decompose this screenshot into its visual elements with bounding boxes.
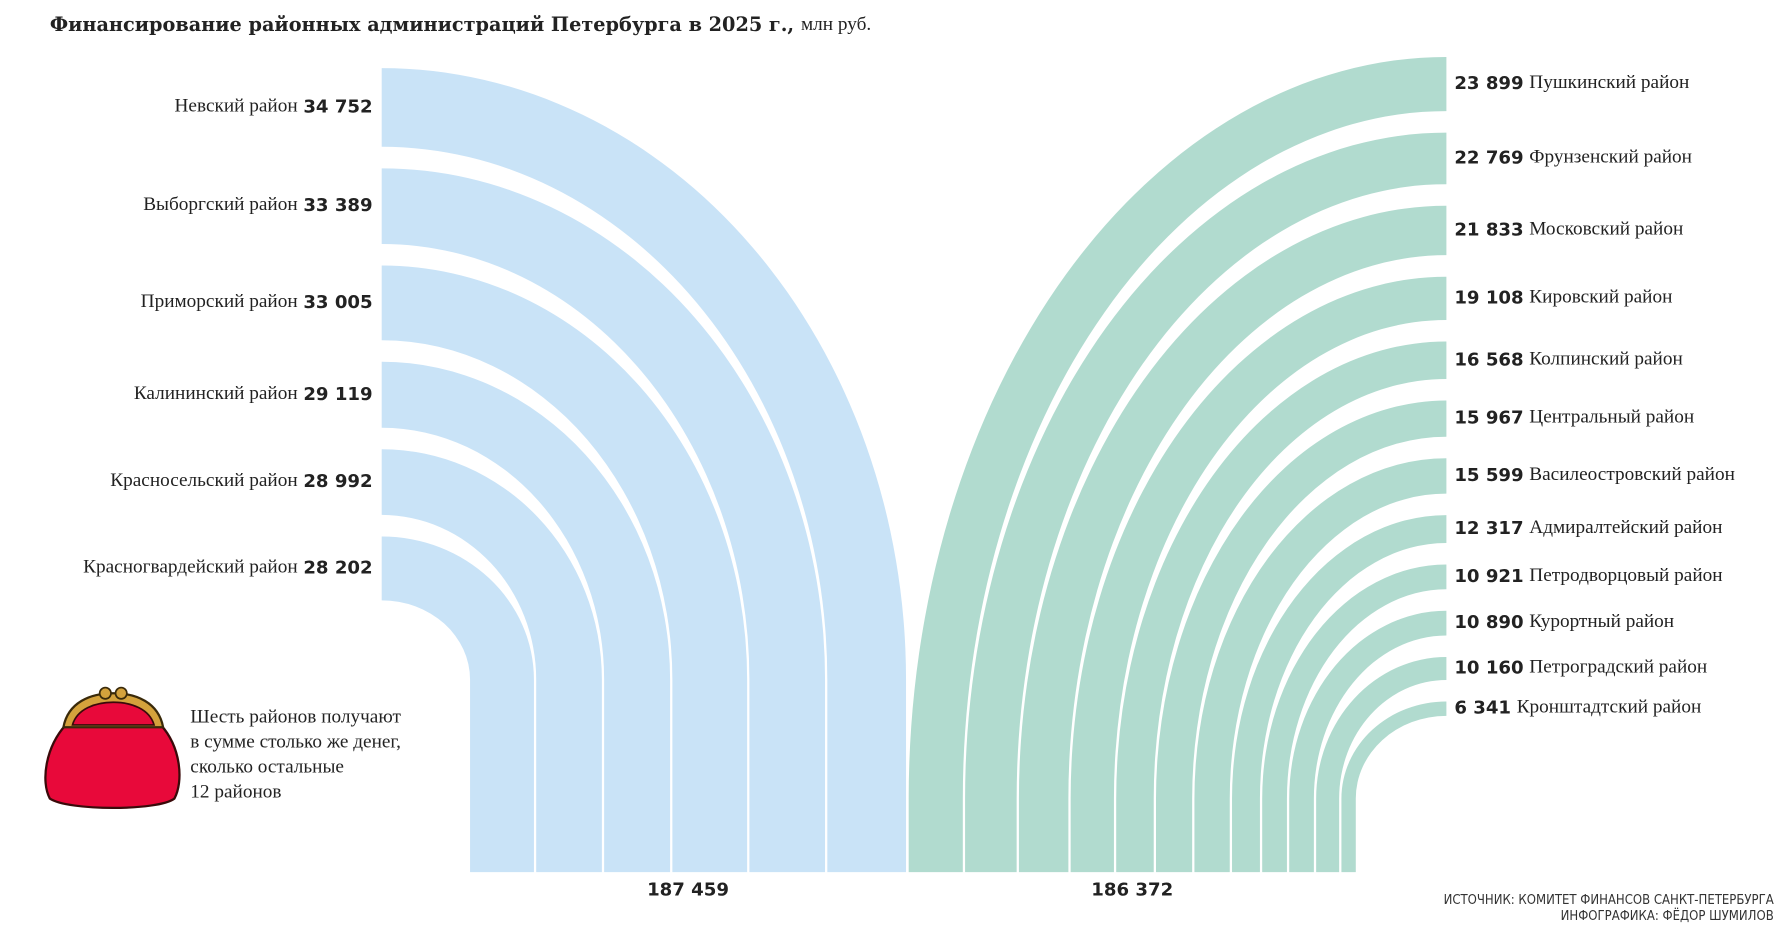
arc-band: [1341, 701, 1447, 873]
category-label: Курортный район: [1529, 612, 1674, 633]
value-label: 16 568: [1454, 349, 1523, 370]
value-label: 23 899: [1454, 73, 1523, 94]
chart-title: Финансирование районных администраций Пе…: [50, 13, 871, 36]
band-label: 21 833 Московский район: [1454, 219, 1683, 241]
value-label: 28 202: [303, 557, 372, 578]
value-label: 19 108: [1454, 287, 1523, 308]
arc-band: [1018, 205, 1447, 873]
band-label: 10 890 Курортный район: [1454, 612, 1674, 634]
category-label: Василеостровский район: [1529, 464, 1735, 485]
band-label: 15 967 Центральный район: [1454, 407, 1694, 429]
category-label: Калининский район: [134, 383, 298, 404]
value-label: 34 752: [303, 96, 372, 117]
arc-band: [965, 132, 1447, 873]
note-line: в сумме столько же денег,: [190, 731, 401, 752]
band-label: 10 160 Петроградский район: [1454, 657, 1707, 679]
category-label: Адмиралтейский район: [1529, 517, 1722, 538]
note-line: Шесть районов получают: [190, 707, 401, 728]
band-label: 12 317 Адмиралтейский район: [1454, 517, 1722, 539]
value-label: 28 992: [303, 471, 372, 492]
band-label: Приморский район 33 005: [141, 291, 373, 313]
value-label: 21 833: [1454, 219, 1523, 240]
category-label: Петроградский район: [1529, 657, 1707, 678]
band-label: 16 568 Колпинский район: [1454, 349, 1682, 371]
category-label: Красногвардейский район: [83, 557, 297, 578]
arc-band: [381, 361, 671, 873]
band-label: Выборгский район 33 389: [143, 195, 372, 217]
value-label: 10 890: [1454, 612, 1523, 633]
band-label: Красносельский район 28 992: [110, 471, 372, 493]
value-label: 22 769: [1454, 147, 1523, 168]
category-label: Кронштадтский район: [1517, 697, 1702, 718]
value-label: 33 389: [303, 195, 372, 216]
value-label: 12 317: [1454, 518, 1523, 539]
category-label: Центральный район: [1529, 407, 1694, 428]
band-label: 19 108 Кировский район: [1454, 287, 1672, 309]
band-label: Калининский район 29 119: [134, 383, 373, 405]
value-label: 33 005: [303, 292, 372, 313]
category-label: Колпинский район: [1529, 349, 1682, 370]
category-label: Кировский район: [1529, 287, 1672, 308]
arc-band: [1116, 341, 1447, 873]
title: Финансирование районных администраций Пе…: [50, 13, 794, 36]
band-label: 23 899 Пушкинский район: [1454, 72, 1689, 94]
value-label: 10 921: [1454, 566, 1523, 587]
band-label: 22 769 Фрунзенский район: [1454, 147, 1692, 169]
arc-band: [381, 536, 534, 873]
arc-band: [1232, 515, 1447, 873]
arc-band: [381, 449, 602, 873]
unit: млн руб.: [801, 15, 871, 36]
value-label: 10 160: [1454, 657, 1523, 678]
credit: ИНФОГРАФИКА: ФЁДОР ШУМИЛОВ: [1561, 908, 1774, 924]
source: ИСТОЧНИК: КОМИТЕТ ФИНАНСОВ САНКТ-ПЕТЕРБУ…: [1444, 893, 1774, 908]
category-label: Московский район: [1529, 219, 1683, 240]
category-label: Невский район: [175, 96, 298, 117]
value-label: 6 341: [1454, 698, 1511, 719]
arc-band: [381, 68, 907, 873]
value-label: 15 967: [1454, 408, 1523, 429]
value-label: 15 599: [1454, 465, 1523, 486]
band-label: 15 599 Василеостровский район: [1454, 464, 1735, 486]
category-label: Петродворцовый район: [1529, 565, 1722, 586]
arc-band: [1194, 458, 1447, 873]
band-label: Невский район 34 752: [175, 96, 373, 118]
note-line: 12 районов: [190, 781, 281, 802]
arc-band: [381, 168, 826, 873]
category-label: Пушкинский район: [1529, 72, 1689, 93]
total-label: 187 459: [647, 879, 729, 900]
band-label: Красногвардейский район 28 202: [83, 557, 372, 579]
arc-band: [908, 56, 1447, 873]
note-line: сколько остальные: [190, 756, 344, 777]
arc-band: [1155, 400, 1447, 873]
arc-band: [1316, 656, 1447, 873]
value-label: 29 119: [303, 384, 372, 405]
band-label: 10 921 Петродворцовый район: [1454, 565, 1722, 587]
total-label: 186 372: [1091, 879, 1173, 900]
arc-band: [1289, 610, 1447, 873]
arc-band: [1070, 276, 1447, 873]
category-label: Фрунзенский район: [1529, 147, 1692, 168]
arc-band: [381, 265, 748, 873]
category-label: Красносельский район: [110, 471, 297, 492]
band-label: 6 341 Кронштадтский район: [1454, 697, 1701, 719]
category-label: Выборгский район: [143, 195, 297, 216]
category-label: Приморский район: [141, 291, 298, 312]
purse-icon: [44, 686, 181, 810]
arc-band: [1262, 564, 1447, 873]
